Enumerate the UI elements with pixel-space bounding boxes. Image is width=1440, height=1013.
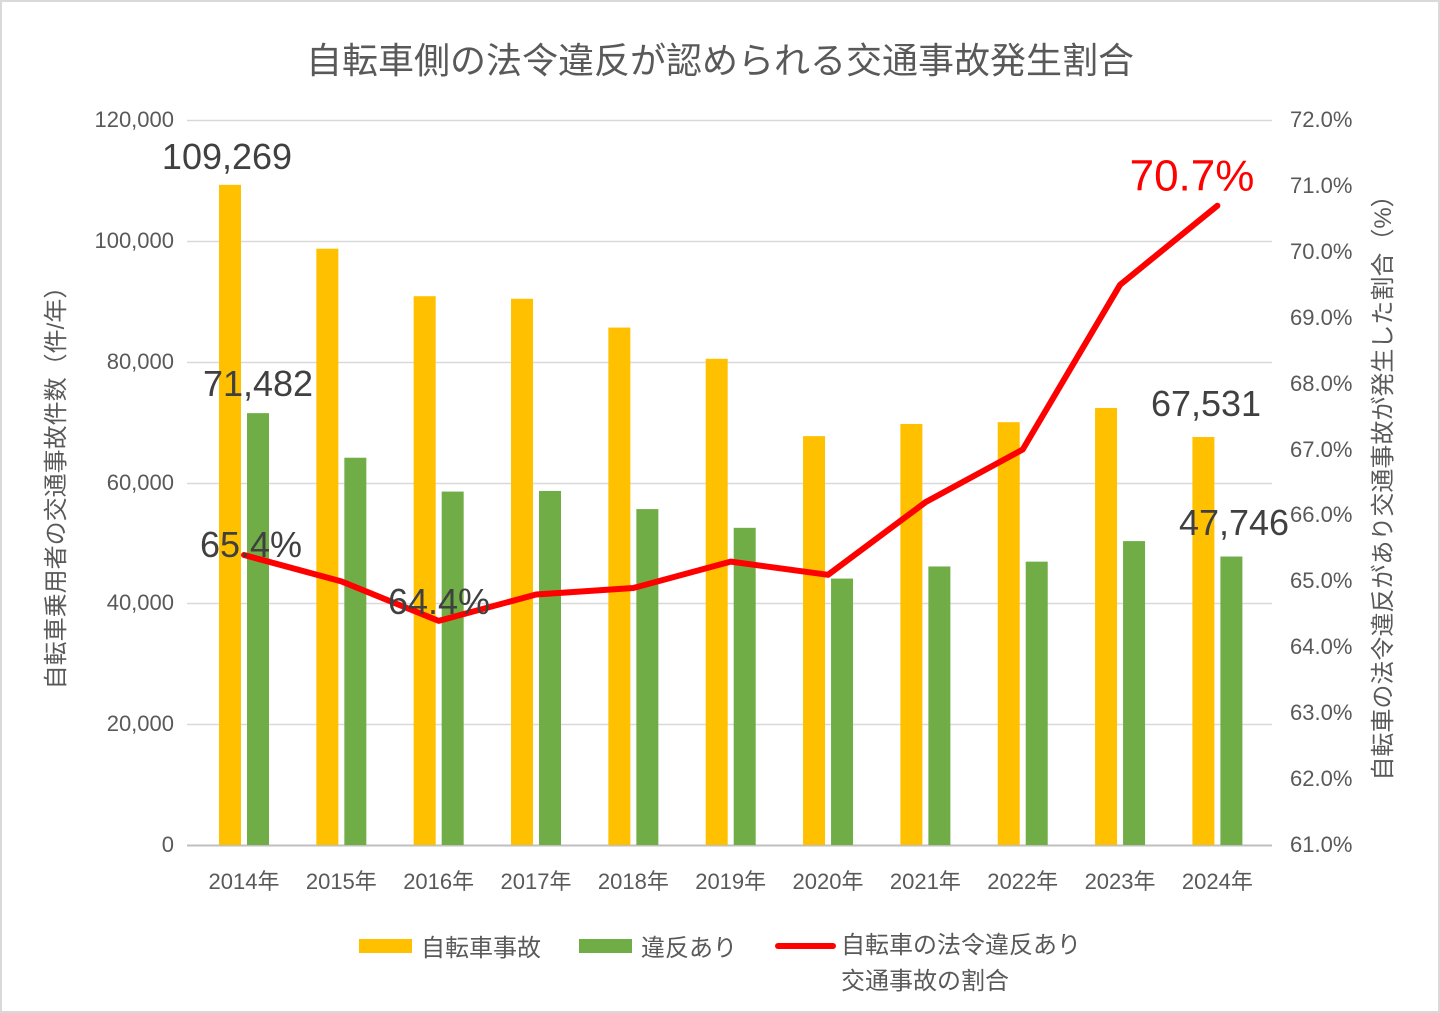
right-tick-66.0%: 66.0% — [1290, 502, 1353, 528]
x-tick-2020年: 2020年 — [792, 869, 864, 894]
bar-違反あり-2018年 — [636, 509, 659, 845]
trend-line — [241, 202, 1221, 624]
right-tick-69.0%: 69.0% — [1290, 304, 1353, 330]
bar-自転車事故-2017年 — [511, 298, 534, 846]
left-tick-0: 0 — [161, 832, 174, 857]
x-tick-2024年: 2024年 — [1181, 869, 1253, 894]
legend-item-violations: 違反あり — [579, 928, 737, 963]
right-tick-63.0%: 63.0% — [1290, 700, 1353, 726]
x-tick-2018年: 2018年 — [597, 869, 669, 894]
bar-違反あり-2017年 — [539, 490, 562, 845]
legend-label-bicycle-accidents: 自転車事故 — [421, 935, 541, 962]
x-tick-2023年: 2023年 — [1084, 869, 1156, 894]
data-label-71,482: 71,482 — [202, 363, 314, 405]
right-tick-67.0%: 67.0% — [1290, 436, 1353, 462]
bar-違反あり-2019年 — [733, 527, 756, 845]
left-tick-120,000: 120,000 — [94, 107, 174, 132]
data-label-67,531: 67,531 — [1150, 383, 1262, 425]
left-tick-20,000: 20,000 — [106, 711, 174, 737]
bar-自転車事故-2020年 — [803, 436, 826, 845]
x-tick-2021年: 2021年 — [889, 869, 961, 894]
bar-自転車事故-2021年 — [900, 423, 923, 845]
right-tick-71.0%: 71.0% — [1290, 172, 1353, 198]
legend-label-line1: 自転車の法令違反あり — [841, 932, 1081, 959]
data-label-47,746: 47,746 — [1178, 502, 1290, 544]
bar-自転車事故-2022年 — [997, 422, 1020, 845]
left-tick-100,000: 100,000 — [94, 227, 174, 253]
legend-label-line2: 交通事故の割合 — [841, 968, 1009, 995]
bar-自転車事故-2015年 — [316, 248, 339, 845]
data-label-64.4%: 64.4% — [387, 581, 491, 623]
bar-自転車事故-2016年 — [413, 296, 436, 845]
x-tick-2016年: 2016年 — [403, 869, 475, 894]
right-tick-64.0%: 64.0% — [1290, 634, 1353, 660]
legend-item-violation-ratio: 自転車の法令違反あり 交通事故の割合 — [775, 928, 1081, 1000]
bar-違反あり-2021年 — [928, 566, 951, 845]
bar-違反あり-2024年 — [1220, 556, 1243, 845]
right-tick-61.0%: 61.0% — [1290, 832, 1353, 857]
x-tick-2022年: 2022年 — [987, 869, 1059, 894]
x-tick-2019年: 2019年 — [695, 869, 767, 894]
bar-違反あり-2022年 — [1025, 561, 1048, 845]
x-tick-2015年: 2015年 — [305, 869, 377, 894]
bar-自転車事故-2019年 — [705, 358, 728, 845]
x-tick-2014年: 2014年 — [208, 869, 280, 894]
data-label-70.7%: 70.7% — [1129, 151, 1255, 201]
left-tick-80,000: 80,000 — [106, 348, 174, 374]
bar-自転車事故-2024年 — [1192, 437, 1215, 845]
legend-swatch-yellow — [359, 938, 412, 953]
bar-違反あり-2020年 — [831, 578, 854, 845]
bar-違反あり-2015年 — [344, 457, 367, 845]
legend-label-violation-ratio: 自転車の法令違反あり 交通事故の割合 — [841, 928, 1081, 1000]
legend-swatch-red-line — [775, 943, 836, 949]
chart-title: 自転車側の法令違反が認められる交通事故発生割合 — [305, 40, 1134, 81]
bar-自転車事故-2023年 — [1095, 407, 1118, 845]
bar-違反あり-2023年 — [1123, 541, 1146, 845]
right-tick-65.0%: 65.0% — [1290, 568, 1353, 594]
right-tick-62.0%: 62.0% — [1290, 766, 1353, 792]
x-tick-2017年: 2017年 — [500, 869, 572, 894]
bar-自転車事故-2014年 — [219, 184, 241, 845]
right-tick-68.0%: 68.0% — [1290, 370, 1353, 396]
legend-swatch-green — [579, 938, 632, 953]
bar-違反あり-2016年 — [441, 491, 464, 845]
bar-違反あり-2014年 — [247, 413, 269, 845]
data-label-109,269: 109,269 — [161, 136, 293, 178]
left-tick-60,000: 60,000 — [106, 469, 174, 495]
right-tick-70.0%: 70.0% — [1290, 238, 1353, 264]
left-tick-40,000: 40,000 — [106, 590, 174, 616]
right-tick-72.0%: 72.0% — [1290, 107, 1353, 132]
legend-item-bicycle-accidents: 自転車事故 — [359, 928, 541, 963]
legend-label-violations: 違反あり — [641, 935, 737, 962]
data-label-65.4%: 65.4% — [199, 524, 303, 566]
legend: 自転車事故 違反あり 自転車の法令違反あり 交通事故の割合 — [2, 928, 1438, 1000]
